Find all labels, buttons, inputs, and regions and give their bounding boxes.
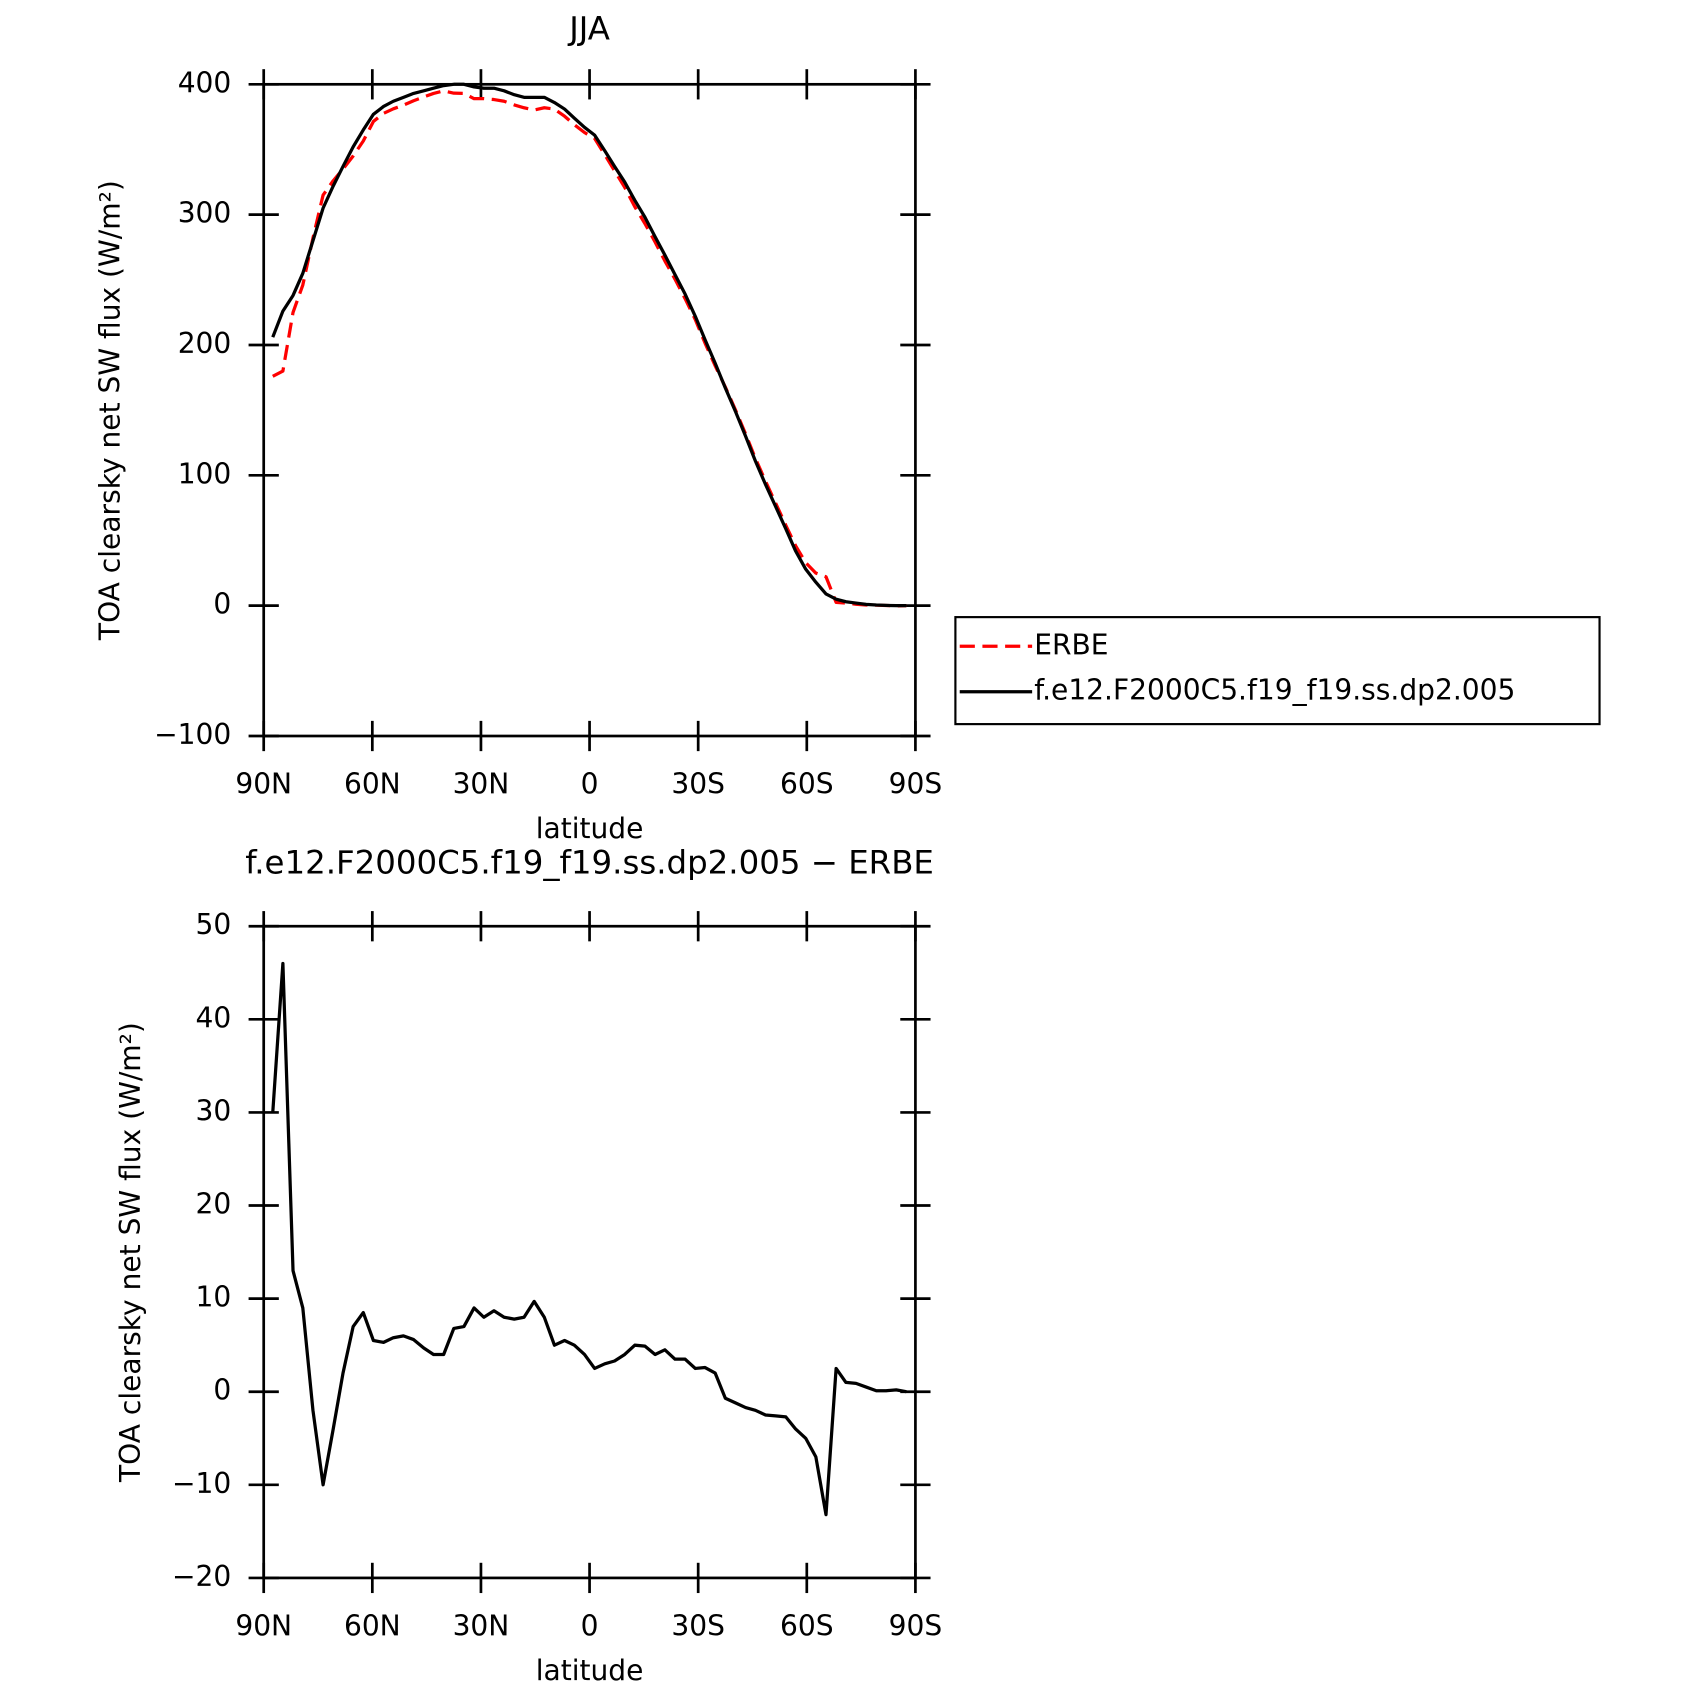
y-tick-label: 300	[178, 197, 232, 230]
x-tick-label: 60S	[780, 768, 834, 801]
x-tick-label: 90S	[889, 1610, 943, 1643]
legend-label: f.e12.F2000C5.f19_f19.ss.dp2.005	[1034, 674, 1515, 707]
y-tick-label: 0	[213, 1374, 231, 1407]
legend-label: ERBE	[1034, 628, 1108, 661]
y-tick-label: −10	[172, 1467, 231, 1500]
y-tick-label: 50	[196, 908, 232, 941]
x-tick-label: 60S	[780, 1610, 834, 1643]
x-tick-label: 30S	[671, 768, 725, 801]
data-line	[271, 82, 907, 608]
y-tick-label: −20	[172, 1560, 231, 1593]
plot-frame	[262, 924, 917, 1580]
y-tick-label: 20	[196, 1188, 232, 1221]
x-tick-label: 90S	[889, 768, 943, 801]
y-tick-label: 200	[178, 327, 232, 360]
y-tick-label: 40	[196, 1001, 232, 1034]
x-tick-label: 30S	[671, 1610, 725, 1643]
y-tick-label: 100	[178, 457, 232, 490]
x-tick-label: 30N	[453, 768, 510, 801]
y-axis-label: TOA clearsky net SW flux (W/m²)	[114, 1022, 147, 1483]
x-tick-label: 90N	[235, 768, 292, 801]
x-axis-label: latitude	[536, 812, 644, 845]
y-axis-label: TOA clearsky net SW flux (W/m²)	[93, 180, 126, 641]
chart-title: JJA	[567, 9, 610, 47]
legend-box	[954, 616, 1601, 726]
x-tick-label: 30N	[453, 1610, 510, 1643]
x-tick-label: 0	[581, 1610, 599, 1643]
x-tick-label: 90N	[235, 1610, 292, 1643]
x-axis-label: latitude	[536, 1654, 644, 1686]
x-tick-label: 0	[581, 768, 599, 801]
y-tick-label: −100	[154, 718, 231, 751]
data-line	[271, 961, 907, 1517]
y-tick-label: 400	[178, 66, 232, 99]
chart-title: f.e12.F2000C5.f19_f19.ss.dp2.005 − ERBE	[245, 844, 934, 882]
x-tick-label: 60N	[344, 768, 401, 801]
plot-frame	[262, 82, 917, 738]
data-line	[272, 89, 907, 608]
x-tick-label: 60N	[344, 1610, 401, 1643]
y-tick-label: 10	[196, 1281, 232, 1314]
y-tick-label: 30	[196, 1094, 232, 1127]
y-tick-label: 0	[213, 588, 231, 621]
